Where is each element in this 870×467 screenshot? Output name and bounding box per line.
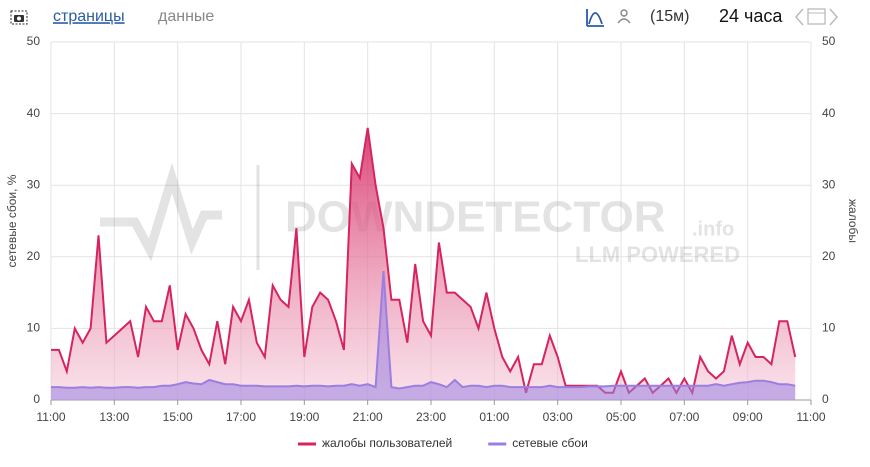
- period[interactable]: 24 часа: [719, 6, 783, 26]
- x-tick-label: 13:00: [99, 410, 129, 424]
- y-tick-label: 20: [27, 249, 41, 263]
- series-line: [51, 271, 796, 390]
- x-tick-label: 21:00: [353, 410, 383, 424]
- x-tick-label: 03:00: [543, 410, 573, 424]
- tab-pages[interactable]: страницы: [53, 8, 125, 25]
- x-tick-label: 09:00: [733, 410, 763, 424]
- calendar-nav[interactable]: [795, 8, 838, 26]
- tab-data[interactable]: данные: [158, 8, 214, 25]
- x-tick-label: 23:00: [416, 410, 446, 424]
- x-tick-label: 19:00: [289, 410, 319, 424]
- y2-tick-label: 20: [822, 249, 836, 263]
- y-tick-label: 0: [33, 392, 40, 406]
- x-tick-label: 11:00: [796, 410, 825, 424]
- x-tick-label: 07:00: [669, 410, 699, 424]
- x-tick-label: 15:00: [163, 410, 193, 424]
- y2-tick-label: 0: [822, 392, 829, 406]
- series-area: [51, 127, 796, 401]
- y2-tick-label: 10: [822, 321, 836, 335]
- watermark: DOWNDETECTOR .info LLM POWERED: [100, 162, 740, 270]
- y-tick-label: 10: [27, 321, 41, 335]
- y2-tick-label: 30: [822, 177, 836, 191]
- y2-axis-label: жалобы: [846, 199, 860, 243]
- x-tick-label: 01:00: [479, 410, 509, 424]
- x-tick-label: 05:00: [606, 410, 636, 424]
- series-line: [51, 127, 797, 396]
- x-tick-label: 11:00: [36, 410, 65, 424]
- x-tick-label: 17:00: [226, 410, 256, 424]
- legend-label: сетевые сбои: [512, 436, 588, 450]
- watermark-suffix: .info: [692, 218, 734, 240]
- chart-type-icon[interactable]: [586, 9, 604, 27]
- y2-tick-label: 50: [822, 34, 836, 48]
- camera-icon[interactable]: [10, 10, 28, 25]
- watermark-tagline: LLM POWERED: [575, 242, 740, 267]
- y-tick-label: 50: [27, 34, 41, 48]
- y-tick-label: 30: [27, 177, 41, 191]
- y-tick-label: 40: [27, 106, 41, 120]
- legend-label: жалобы пользователей: [322, 436, 452, 450]
- watermark-brand: DOWNDETECTOR: [285, 193, 666, 242]
- y-axis-label: сетевые сбои, %: [5, 174, 19, 267]
- interval[interactable]: (15м): [650, 8, 689, 25]
- y2-tick-label: 40: [822, 106, 836, 120]
- user-icon[interactable]: [617, 9, 631, 24]
